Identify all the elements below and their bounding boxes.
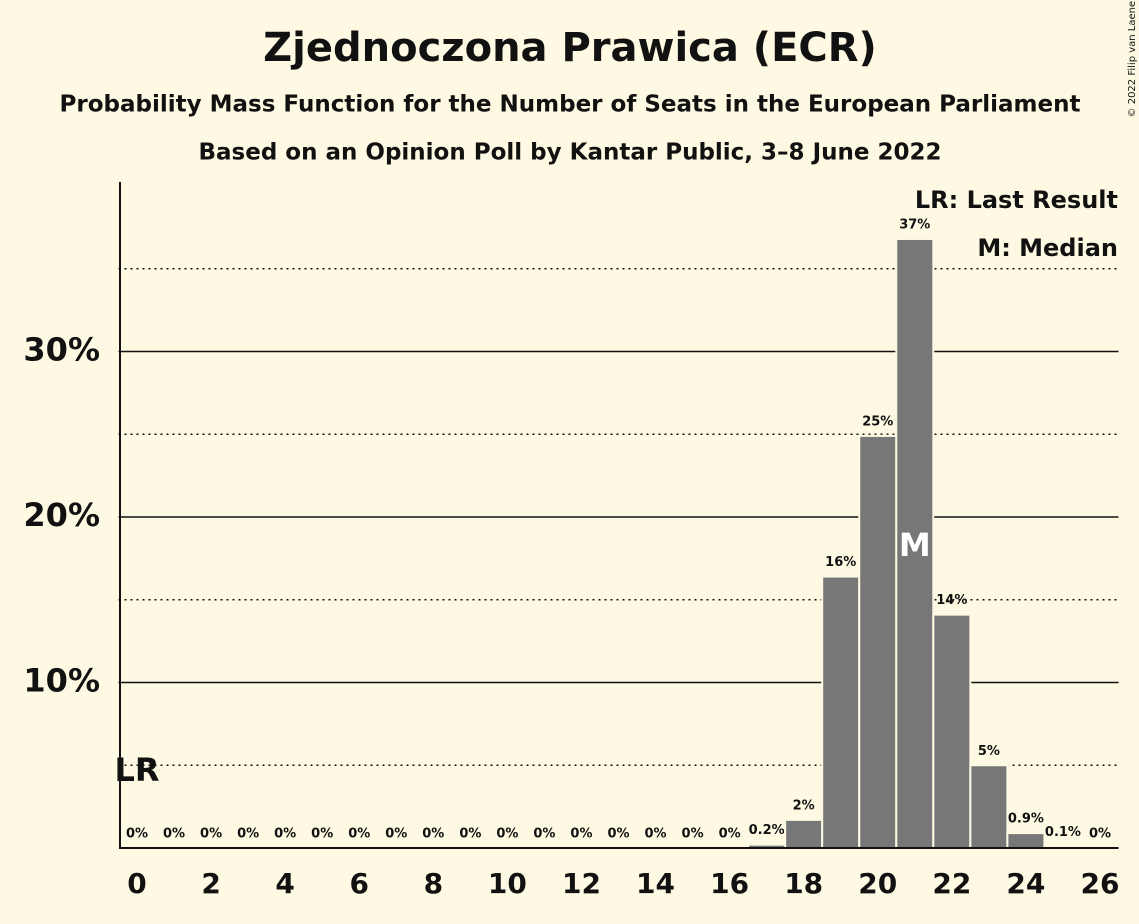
bar bbox=[784, 818, 824, 849]
value-label: 0% bbox=[644, 827, 666, 842]
bar bbox=[932, 613, 972, 850]
value-label: 25% bbox=[862, 414, 893, 429]
copyright: © 2022 Filip van Laenen bbox=[1127, 0, 1138, 117]
chart-subtitle: Probability Mass Function for the Number… bbox=[60, 92, 1081, 118]
value-label: 2% bbox=[793, 798, 815, 813]
bar bbox=[969, 764, 1009, 849]
value-label: 14% bbox=[936, 593, 967, 608]
value-label: 0% bbox=[385, 827, 407, 842]
value-label: 0% bbox=[1089, 827, 1111, 842]
value-label: 16% bbox=[825, 555, 856, 570]
bar bbox=[858, 434, 898, 849]
value-label: 0% bbox=[237, 827, 259, 842]
value-label: 37% bbox=[899, 217, 930, 232]
x-tick-label: 0 bbox=[127, 867, 146, 900]
y-tick-label: 20% bbox=[23, 496, 100, 534]
x-tick-label: 4 bbox=[275, 867, 294, 900]
x-tick-label: 16 bbox=[710, 867, 749, 900]
legend-entry: M: Median bbox=[977, 234, 1118, 262]
value-label: 0% bbox=[348, 827, 370, 842]
bar bbox=[1006, 832, 1046, 849]
value-label: 0% bbox=[126, 827, 148, 842]
legend-entry: LR: Last Result bbox=[915, 186, 1118, 214]
chart-subtitle: Based on an Opinion Poll by Kantar Publi… bbox=[199, 140, 942, 166]
x-tick-label: 22 bbox=[932, 867, 971, 900]
value-label: 0.9% bbox=[1008, 812, 1044, 827]
value-label: 0% bbox=[163, 827, 185, 842]
value-label: 0% bbox=[496, 827, 518, 842]
value-label: 0% bbox=[533, 827, 555, 842]
value-label: 0.1% bbox=[1045, 825, 1081, 840]
y-tick-label: 30% bbox=[23, 331, 100, 369]
value-label: 0% bbox=[607, 827, 629, 842]
x-tick-label: 24 bbox=[1006, 867, 1045, 900]
value-label: 0% bbox=[459, 827, 481, 842]
annotation: M bbox=[899, 526, 931, 564]
value-label: 0% bbox=[682, 827, 704, 842]
x-tick-label: 14 bbox=[636, 867, 675, 900]
x-tick-label: 12 bbox=[562, 867, 601, 900]
annotation: LR bbox=[115, 751, 160, 789]
x-tick-label: 8 bbox=[424, 867, 443, 900]
value-label: 0% bbox=[719, 827, 741, 842]
bar bbox=[821, 575, 861, 850]
y-tick-label: 10% bbox=[23, 662, 100, 700]
value-label: 0% bbox=[570, 827, 592, 842]
value-label: 0% bbox=[311, 827, 333, 842]
x-tick-label: 26 bbox=[1080, 867, 1119, 900]
value-label: 0% bbox=[422, 827, 444, 842]
value-label: 0% bbox=[274, 827, 296, 842]
value-label: 0% bbox=[200, 827, 222, 842]
value-label: 0.2% bbox=[749, 823, 785, 838]
x-tick-label: 2 bbox=[201, 867, 220, 900]
value-label: 5% bbox=[978, 744, 1000, 759]
x-tick-label: 20 bbox=[858, 867, 897, 900]
x-tick-label: 6 bbox=[349, 867, 368, 900]
x-tick-label: 18 bbox=[784, 867, 823, 900]
chart-title: Zjednoczona Prawica (ECR) bbox=[263, 25, 877, 71]
x-tick-label: 10 bbox=[488, 867, 527, 900]
